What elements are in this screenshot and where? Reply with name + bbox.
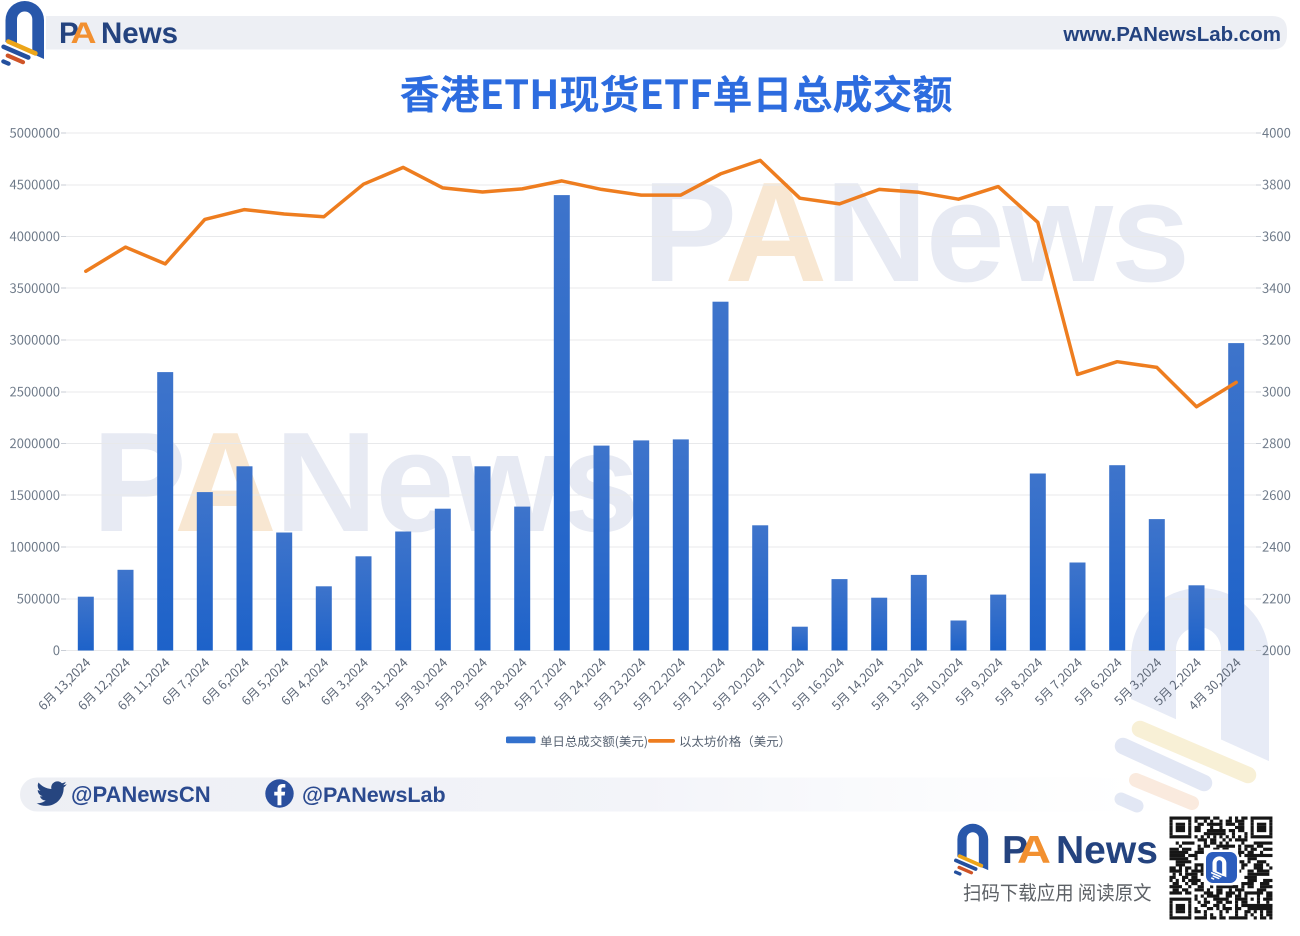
svg-text:@PANewsCN: @PANewsCN	[71, 782, 211, 807]
svg-text:PANews: PANews	[642, 153, 1188, 312]
svg-text:P: P	[59, 17, 79, 50]
svg-text:News: News	[1056, 829, 1158, 872]
svg-text:@PANewsLab: @PANewsLab	[302, 783, 446, 807]
svg-text:www.PANewsLab.com: www.PANewsLab.com	[1062, 23, 1281, 46]
svg-text:P: P	[1002, 829, 1028, 872]
svg-text:News: News	[101, 17, 178, 50]
svg-text:PANews: PANews	[92, 403, 638, 562]
svg-text:A: A	[1017, 829, 1051, 872]
svg-text:A: A	[71, 17, 97, 50]
